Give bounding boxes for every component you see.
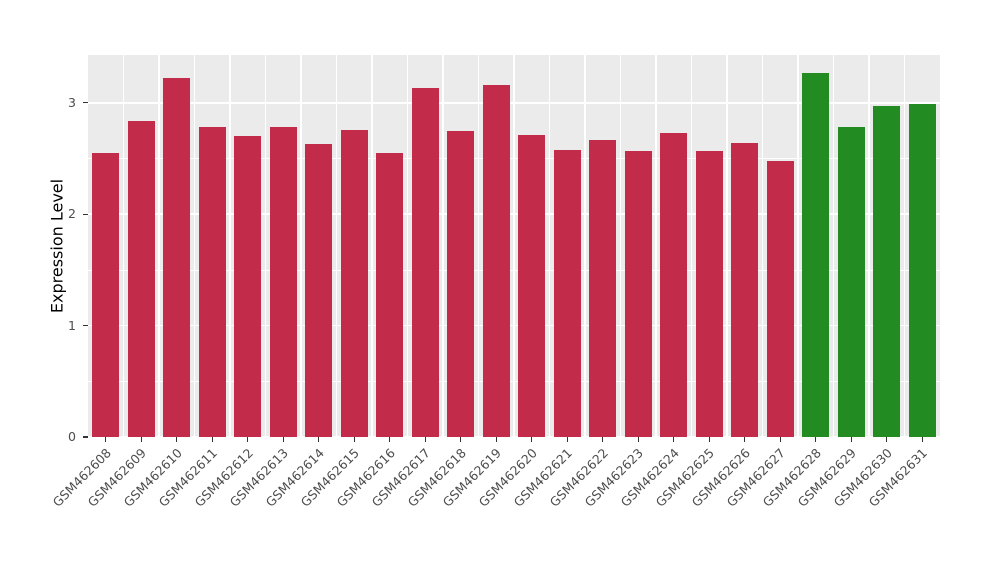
x-tick-mark xyxy=(495,437,497,442)
x-tick-mark xyxy=(708,437,710,442)
vertical-gridline xyxy=(797,55,799,437)
x-tick-mark xyxy=(744,437,746,442)
vertical-gridline xyxy=(193,55,196,437)
bar-GSM462610 xyxy=(163,78,191,437)
bar-GSM462630 xyxy=(873,106,901,437)
vertical-gridline xyxy=(832,55,835,437)
vertical-gridline xyxy=(229,55,231,437)
y-tick-mark xyxy=(83,102,88,104)
vertical-gridline xyxy=(726,55,728,437)
x-tick-mark xyxy=(176,437,178,442)
bar-GSM462614 xyxy=(305,144,333,437)
x-tick-mark xyxy=(318,437,320,442)
x-tick-mark xyxy=(282,437,284,442)
x-tick-mark xyxy=(424,437,426,442)
vertical-gridline xyxy=(655,55,657,437)
vertical-gridline xyxy=(548,55,551,437)
vertical-gridline xyxy=(371,55,373,437)
bar-GSM462626 xyxy=(731,142,759,437)
vertical-gridline xyxy=(903,55,906,437)
x-tick-mark xyxy=(140,437,142,442)
bar-GSM462616 xyxy=(376,153,404,437)
vertical-gridline xyxy=(264,55,267,437)
bar-GSM462615 xyxy=(340,129,368,437)
vertical-gridline xyxy=(442,55,444,437)
plot-area xyxy=(88,55,940,437)
x-tick-mark xyxy=(850,437,852,442)
grid-layer xyxy=(88,55,940,437)
x-tick-mark xyxy=(460,437,462,442)
bar-GSM462629 xyxy=(837,127,865,437)
y-tick-label: 1 xyxy=(68,317,76,333)
x-tick-mark xyxy=(105,437,107,442)
vertical-gridline xyxy=(584,55,586,437)
bar-GSM462624 xyxy=(660,132,688,437)
bar-GSM462619 xyxy=(482,85,510,437)
bar-GSM462622 xyxy=(589,139,617,437)
bar-GSM462620 xyxy=(518,135,546,437)
bar-GSM462627 xyxy=(766,160,794,437)
x-tick-mark xyxy=(211,437,213,442)
bar-GSM462621 xyxy=(553,149,581,437)
vertical-gridline xyxy=(300,55,302,437)
y-tick-label: 3 xyxy=(68,94,76,110)
bar-GSM462609 xyxy=(127,120,155,437)
x-tick-mark xyxy=(673,437,675,442)
y-tick-mark xyxy=(83,213,88,215)
x-tick-mark xyxy=(531,437,533,442)
bar-GSM462631 xyxy=(908,104,936,437)
vertical-gridline xyxy=(477,55,480,437)
x-tick-mark xyxy=(602,437,604,442)
y-axis-title: Expression Level xyxy=(47,178,67,314)
bars-layer xyxy=(88,55,940,437)
x-tick-mark xyxy=(886,437,888,442)
bar-GSM462612 xyxy=(234,136,262,437)
vertical-gridline xyxy=(513,55,515,437)
vertical-gridline xyxy=(122,55,125,437)
y-tick-mark xyxy=(83,325,88,327)
x-tick-mark xyxy=(637,437,639,442)
vertical-gridline xyxy=(690,55,693,437)
y-tick-mark xyxy=(83,436,88,438)
bar-GSM462608 xyxy=(92,153,120,437)
bar-GSM462613 xyxy=(269,127,297,437)
x-tick-mark xyxy=(566,437,568,442)
bar-GSM462618 xyxy=(447,130,475,437)
vertical-gridline xyxy=(335,55,338,437)
vertical-gridline xyxy=(158,55,160,437)
x-tick-mark xyxy=(779,437,781,442)
vertical-gridline xyxy=(761,55,764,437)
x-tick-mark xyxy=(389,437,391,442)
y-tick-label: 0 xyxy=(68,429,76,444)
vertical-gridline xyxy=(868,55,870,437)
bar-GSM462628 xyxy=(802,72,830,437)
x-tick-mark xyxy=(353,437,355,442)
bar-GSM462625 xyxy=(695,150,723,437)
y-tick-label: 2 xyxy=(68,206,76,222)
x-tick-mark xyxy=(921,437,923,442)
bar-GSM462617 xyxy=(411,88,439,437)
vertical-gridline xyxy=(619,55,622,437)
bar-GSM462623 xyxy=(624,150,652,437)
bar-GSM462611 xyxy=(198,127,226,437)
x-tick-mark xyxy=(815,437,817,442)
vertical-gridline xyxy=(406,55,409,437)
x-tick-mark xyxy=(247,437,249,442)
